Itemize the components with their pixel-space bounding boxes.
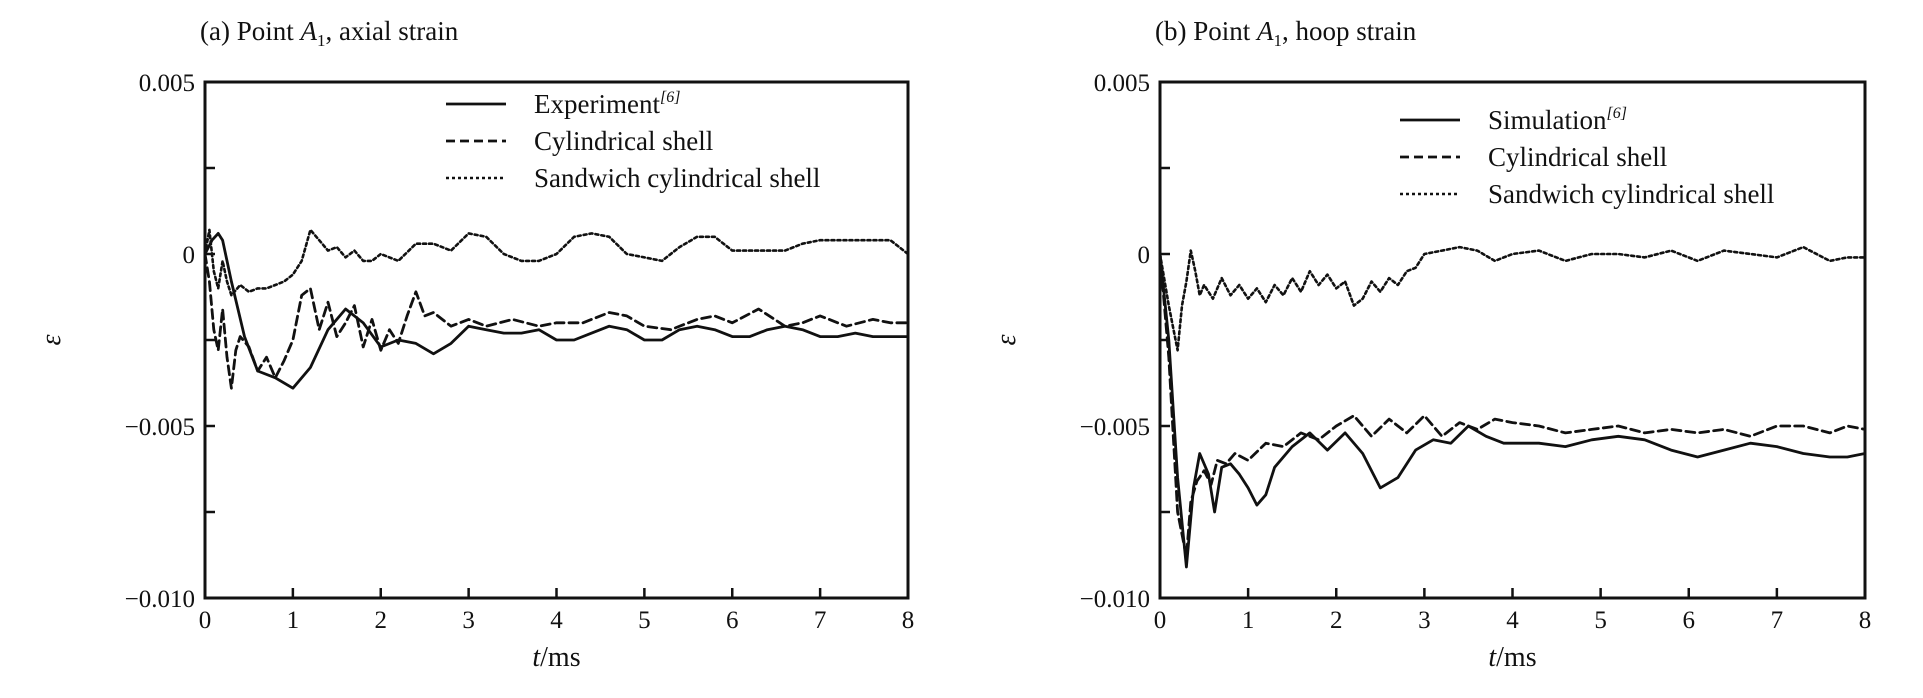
x-tick-label: 0 xyxy=(1154,607,1167,634)
x-tick-label: 5 xyxy=(1594,607,1607,634)
series-line-cylindrical-shell xyxy=(205,252,908,390)
x-axis-label: t/ms xyxy=(532,642,580,673)
legend-entry: Sandwich cylindrical shell xyxy=(534,163,820,193)
series-line-sandwich-cylindrical-shell xyxy=(1160,245,1865,352)
chart-panel-a: (a) Point A1, axial strain 0 1 2 3 4 5 6 7 8 0.005… xyxy=(36,16,914,673)
y-tick-label: −0.010 xyxy=(1080,586,1150,613)
x-tick-label: 8 xyxy=(1859,607,1872,634)
series-line-experiment xyxy=(205,232,908,390)
chart-title: (a) Point A1, axial strain xyxy=(200,16,459,50)
x-tick-label: 7 xyxy=(1771,607,1784,634)
y-tick-label: 0.005 xyxy=(139,70,195,97)
x-tick-label: 7 xyxy=(814,607,827,634)
y-axis-label: ε xyxy=(991,334,1022,345)
x-tick-label: 2 xyxy=(1330,607,1343,634)
x-tick-label: 1 xyxy=(287,607,300,634)
legend-entry: Cylindrical shell xyxy=(1488,142,1667,172)
x-tick-label: 2 xyxy=(375,607,388,634)
x-tick-label: 8 xyxy=(902,607,915,634)
legend: Simulation[6] Cylindrical shell Sandwich c… xyxy=(1400,105,1774,209)
x-tick-label: 5 xyxy=(638,607,651,634)
x-tick-label: 3 xyxy=(1418,607,1431,634)
x-axis-label: t/ms xyxy=(1488,642,1536,673)
y-tick-label: −0.005 xyxy=(1080,414,1150,441)
legend-entry: Sandwich cylindrical shell xyxy=(1488,179,1774,209)
chart-title: (b) Point A1, hoop strain xyxy=(1155,16,1417,50)
y-tick-label: 0 xyxy=(1138,242,1151,269)
y-tick-label: −0.010 xyxy=(125,586,195,613)
x-tick-label: 6 xyxy=(1683,607,1696,634)
chart-panel-b: (b) Point A1, hoop strain 0 1 2 3 4 5 6 7 8 0.005 0… xyxy=(991,16,1871,673)
x-tick-label: 1 xyxy=(1242,607,1255,634)
x-tick-label: 4 xyxy=(1506,607,1519,634)
legend-entry: Experiment[6] xyxy=(534,89,680,119)
x-tick-label: 3 xyxy=(462,607,475,634)
x-tick-label: 0 xyxy=(199,607,212,634)
y-tick-label: 0.005 xyxy=(1094,70,1150,97)
legend-entry: Simulation[6] xyxy=(1488,105,1627,135)
series-line-simulation xyxy=(1160,252,1865,569)
legend: Experiment[6] Cylindrical shell Sandwich c… xyxy=(446,89,820,193)
legend-entry: Cylindrical shell xyxy=(534,126,713,156)
y-axis-label: ε xyxy=(36,334,67,345)
y-tick-label: −0.005 xyxy=(125,414,195,441)
series-line-cylindrical-shell xyxy=(1160,252,1865,559)
x-tick-label: 4 xyxy=(550,607,563,634)
series-line-sandwich-cylindrical-shell xyxy=(205,228,908,297)
x-tick-label: 6 xyxy=(726,607,739,634)
y-tick-label: 0 xyxy=(183,242,196,269)
